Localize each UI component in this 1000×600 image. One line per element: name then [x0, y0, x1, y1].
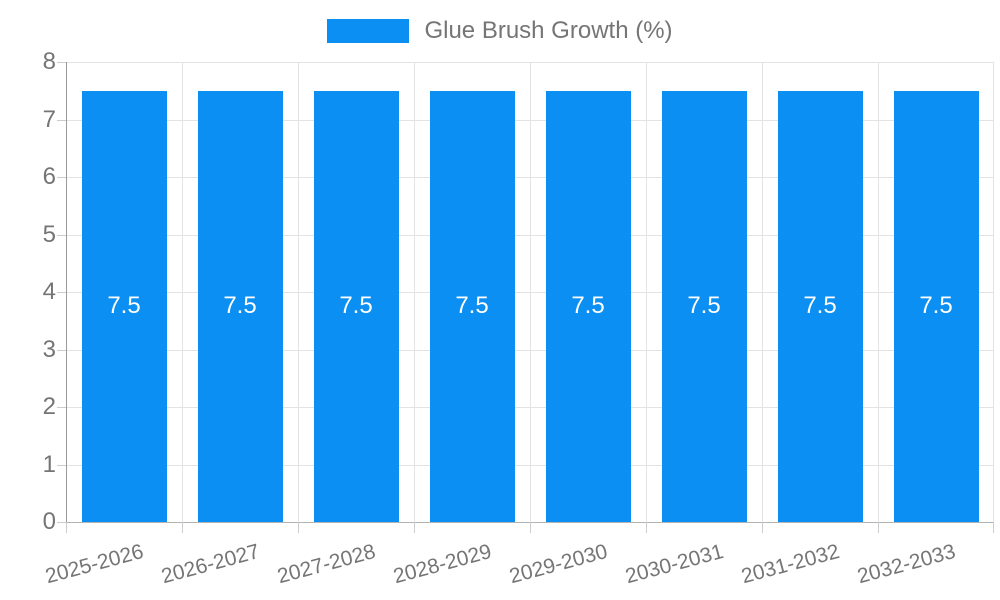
x-gridline — [646, 62, 647, 522]
bar-value-label: 7.5 — [919, 292, 953, 320]
x-tick-mark — [530, 522, 531, 533]
bar-value-label: 7.5 — [223, 292, 257, 320]
y-tick-label: 8 — [42, 48, 56, 75]
y-tick-label: 6 — [42, 163, 56, 190]
plot-area: 7.5 7.5 7.5 7.5 7.5 7.5 7.5 7.5 — [66, 62, 994, 523]
x-axis-baseline — [66, 522, 994, 523]
legend-label: Glue Brush Growth (%) — [424, 17, 673, 44]
y-tick-label: 7 — [42, 105, 56, 133]
y-tick-label: 3 — [42, 335, 56, 363]
legend-swatch-icon — [327, 19, 410, 43]
bar[interactable]: 7.5 — [313, 90, 399, 522]
x-gridline — [530, 62, 531, 522]
x-gridline — [182, 62, 183, 522]
bar[interactable]: 7.5 — [545, 90, 631, 522]
x-gridline — [993, 62, 994, 522]
x-tick-mark — [298, 522, 299, 533]
x-tick-mark — [414, 522, 415, 533]
x-tick-mark — [182, 522, 183, 533]
x-gridline — [762, 62, 763, 522]
x-tick-mark — [762, 522, 763, 533]
bar-value-label: 7.5 — [339, 292, 373, 320]
x-tick-mark — [993, 522, 994, 533]
bar[interactable]: 7.5 — [429, 90, 515, 522]
x-gridline — [878, 62, 879, 522]
y-tick-mark — [57, 62, 66, 63]
x-tick-mark — [878, 522, 879, 533]
y-tick-mark — [57, 234, 66, 236]
bar[interactable]: 7.5 — [661, 90, 747, 522]
bar-value-label: 7.5 — [107, 292, 141, 320]
x-gridline — [298, 62, 299, 522]
y-tick-label: 1 — [42, 450, 56, 478]
y-tick-label: 4 — [42, 278, 56, 305]
bar-value-label: 7.5 — [571, 292, 605, 320]
bar-value-label: 7.5 — [687, 292, 721, 320]
y-tick-mark — [57, 349, 66, 351]
y-axis-line — [66, 62, 67, 522]
x-gridline — [414, 62, 415, 522]
y-tick-label: 5 — [42, 220, 56, 248]
y-gridline — [66, 62, 994, 63]
legend[interactable]: Glue Brush Growth (%) — [0, 19, 1000, 43]
bar[interactable]: 7.5 — [893, 90, 979, 522]
x-tick-mark — [646, 522, 647, 533]
y-tick-mark — [57, 292, 66, 293]
y-tick-mark — [57, 119, 66, 121]
bar[interactable]: 7.5 — [777, 90, 863, 522]
y-tick-mark — [57, 407, 66, 408]
x-tick-mark — [66, 522, 67, 533]
y-tick-label: 0 — [42, 508, 56, 535]
y-tick-label: 2 — [42, 393, 56, 420]
bar-value-label: 7.5 — [455, 292, 489, 320]
y-tick-mark — [57, 522, 66, 523]
bar-value-label: 7.5 — [803, 292, 837, 320]
y-tick-mark — [57, 464, 66, 466]
bar[interactable]: 7.5 — [81, 90, 167, 522]
y-tick-mark — [57, 177, 66, 178]
bar[interactable]: 7.5 — [197, 90, 283, 522]
